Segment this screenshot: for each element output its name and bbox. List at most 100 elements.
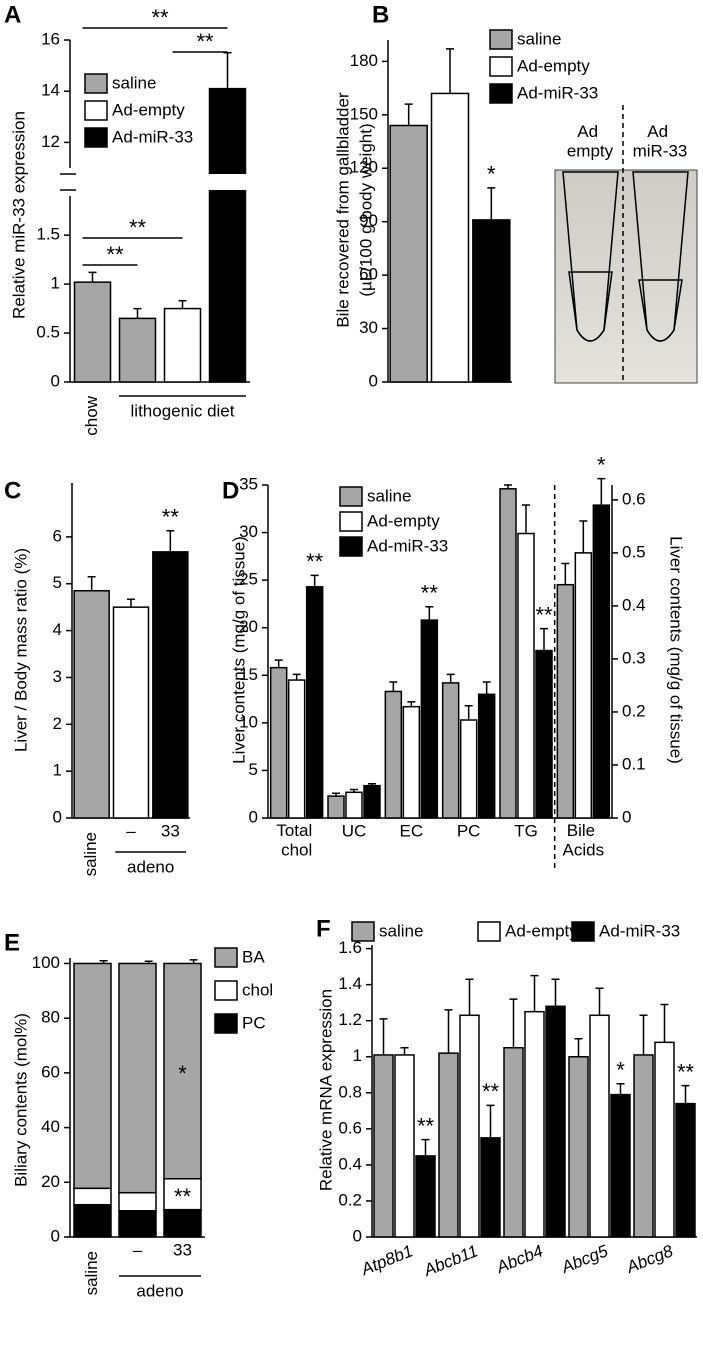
bar-segment (163, 1208, 202, 1238)
y-axis-label: Liver contents (mg/g of tissue) (229, 536, 248, 764)
bar (420, 619, 439, 819)
bar (574, 552, 593, 819)
x-tick-label: PC (457, 821, 481, 840)
y-tick-label: 0.8 (338, 1082, 362, 1101)
y2-axis-label: Liver contents (mg/g of tissue) (667, 536, 686, 764)
error-bar (444, 1009, 453, 1054)
y-tick-label: 0 (249, 807, 258, 826)
bar (503, 1046, 524, 1238)
error-bar (99, 959, 108, 964)
legend-swatch (489, 56, 513, 77)
bar (438, 1052, 459, 1238)
y-tick-label: 0 (353, 1226, 362, 1245)
legend-label: saline (517, 29, 561, 48)
bar (524, 1010, 545, 1238)
bar (675, 1102, 696, 1238)
group-label: lithogenic diet (131, 401, 235, 420)
error-bar (465, 978, 474, 1016)
group-label: adeno (127, 857, 174, 876)
legend-label: saline (367, 486, 411, 505)
error-bar (127, 598, 135, 608)
significance: * (616, 1058, 625, 1083)
x-tick-label: Bile Acids (563, 821, 605, 860)
legend-label: saline (379, 921, 423, 940)
bar (345, 791, 363, 819)
bar (472, 219, 511, 383)
group-label: adeno (136, 1281, 183, 1300)
error-bar (178, 299, 187, 309)
y2-tick-label: 0 (622, 807, 631, 826)
x-tick-label: 33 (173, 1240, 192, 1259)
panel-letter: E (4, 929, 20, 956)
y-axis-label: (µL/100 g body weight) (356, 123, 375, 296)
x-tick-label: Total chol (276, 821, 317, 860)
error-bar (579, 520, 588, 553)
y-tick-label: 20 (41, 1172, 60, 1191)
error-bar (616, 1083, 625, 1095)
bar (152, 551, 189, 819)
error-bar (425, 606, 434, 621)
error-bar (87, 575, 96, 591)
legend-label: Ad-miR-33 (599, 921, 680, 940)
bar (430, 92, 470, 383)
y-tick-label: 6 (53, 526, 62, 545)
significance: ** (535, 602, 553, 627)
y-tick-label: 1 (51, 274, 60, 293)
y-tick-label: 1.5 (36, 225, 60, 244)
y-tick-label: 0 (369, 371, 378, 390)
error-bar (551, 978, 560, 1007)
error-bar (486, 1104, 495, 1138)
y-tick-label: 25 (239, 570, 258, 589)
bar (459, 719, 478, 819)
x-tick-label: Abcb4 (493, 1241, 546, 1277)
legend-swatch (214, 947, 238, 968)
bar (389, 124, 428, 383)
error-bar (389, 681, 398, 692)
y-tick-label: 0.5 (36, 323, 60, 342)
bar (118, 317, 157, 383)
y2-tick-label: 0.1 (622, 754, 646, 773)
x-tick-label: EC (400, 821, 424, 840)
bar (477, 693, 496, 819)
x-tick-label: 33 (161, 821, 180, 840)
error-bar (223, 52, 232, 89)
error-bar (274, 659, 283, 668)
y-tick-label: 40 (41, 1117, 60, 1136)
bar-segment (118, 1191, 157, 1212)
bracket-label: ** (196, 29, 214, 54)
legend-label: Ad-empty (517, 56, 590, 75)
legend-label: Ad-miR-33 (517, 83, 598, 102)
legend-label: Ad-miR-33 (112, 127, 193, 146)
error-bar (639, 1014, 648, 1055)
x-tick-label: – (133, 1240, 143, 1259)
x-tick-label: Abcb11 (420, 1241, 480, 1280)
error-bar (660, 1003, 669, 1043)
legend-label: BA (242, 947, 265, 966)
y-tick-label: 16 (41, 29, 60, 48)
legend-swatch (571, 921, 595, 942)
bar-segment (163, 1177, 202, 1211)
y-tick-label: 0 (51, 1226, 60, 1245)
error-bar (504, 484, 512, 489)
error-bar (144, 960, 153, 964)
legend-swatch (84, 100, 108, 121)
bar (654, 1041, 675, 1238)
error-bar (407, 701, 416, 707)
y-tick-label: 1.6 (338, 938, 362, 957)
y-tick-label: 4 (53, 620, 62, 639)
y-tick-label: 20 (239, 617, 258, 636)
significance: ** (162, 505, 180, 530)
y-tick-label: 0 (51, 371, 60, 390)
y-tick-label: 15 (239, 665, 258, 684)
bar (363, 784, 381, 819)
legend-swatch (339, 511, 363, 532)
y-tick-label: 150 (350, 104, 378, 123)
error-bar (310, 574, 319, 587)
bar (545, 1005, 566, 1238)
panel-letter: A (4, 1, 21, 28)
significance: * (178, 1061, 187, 1086)
y-axis-label: Liver / Body mass ratio (%) (11, 548, 30, 752)
legend-swatch (84, 127, 108, 148)
error-bar (487, 187, 496, 220)
